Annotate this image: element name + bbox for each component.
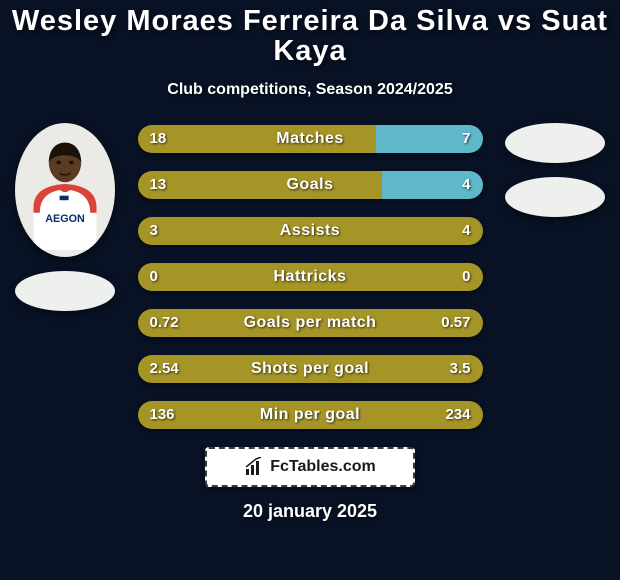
stat-row: Goals13 4 <box>138 171 483 199</box>
stat-value-player1: 0.72 <box>150 309 179 337</box>
player1-club-logo <box>15 271 115 311</box>
stat-label: Shots per goal <box>138 355 483 383</box>
stat-label: Hattricks <box>138 263 483 291</box>
stat-value-player1: 0 <box>150 263 158 291</box>
stat-row: Min per goal136 234 <box>138 401 483 429</box>
player2-club-logo <box>505 177 605 217</box>
stat-row: Matches18 7 <box>138 125 483 153</box>
chart-icon <box>244 457 264 477</box>
stat-label: Goals per match <box>138 309 483 337</box>
stat-row: Assists3 4 <box>138 217 483 245</box>
subtitle: Club competitions, Season 2024/2025 <box>0 81 620 99</box>
title-line1: Wesley Moraes Ferreira Da Silva vs Suat <box>0 6 620 36</box>
stat-label: Assists <box>138 217 483 245</box>
stat-value-player2: 0 <box>462 263 470 291</box>
stat-value-player1: 2.54 <box>150 355 179 383</box>
player2-column <box>500 123 610 217</box>
watermark-text: FcTables.com <box>270 458 376 476</box>
stat-row: Goals per match0.72 0.57 <box>138 309 483 337</box>
stat-value-player2: 4 <box>462 171 470 199</box>
svg-text:AEGON: AEGON <box>45 212 85 224</box>
watermark-badge: FcTables.com <box>205 447 415 487</box>
stat-value-player1: 13 <box>150 171 167 199</box>
date-label: 20 january 2025 <box>0 501 620 522</box>
page-title: Wesley Moraes Ferreira Da Silva vs Suat … <box>0 0 620 67</box>
comparison-area: AEGON Matches187Goals134Assists34Hattric… <box>0 123 620 429</box>
stat-label: Matches <box>138 125 483 153</box>
title-line2: Kaya <box>0 36 620 66</box>
player1-photo: AEGON <box>15 123 115 257</box>
stat-value-player2: 0.57 <box>441 309 470 337</box>
stat-value-player1: 3 <box>150 217 158 245</box>
stat-row: Shots per goal2.54 3.5 <box>138 355 483 383</box>
stat-bars: Matches187Goals134Assists34Hattricks00Go… <box>138 123 483 429</box>
player2-photo-placeholder <box>505 123 605 163</box>
stat-value-player1: 18 <box>150 125 167 153</box>
stat-value-player2: 7 <box>462 125 470 153</box>
player1-photo-svg: AEGON <box>20 130 110 251</box>
stat-label: Min per goal <box>138 401 483 429</box>
stat-value-player1: 136 <box>150 401 175 429</box>
player1-column: AEGON <box>10 123 120 311</box>
stat-value-player2: 3.5 <box>450 355 471 383</box>
stat-row: Hattricks0 0 <box>138 263 483 291</box>
stat-label: Goals <box>138 171 483 199</box>
stat-value-player2: 4 <box>462 217 470 245</box>
stat-value-player2: 234 <box>445 401 470 429</box>
